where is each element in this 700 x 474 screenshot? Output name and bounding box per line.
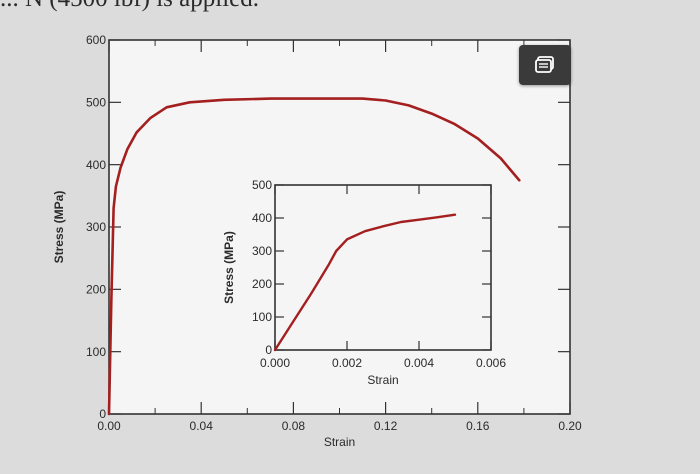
main-x-tick-label: 0.12 — [374, 419, 398, 433]
inset-y-tick-label: 100 — [252, 310, 272, 324]
inset-y-axis-label: Stress (MPa) — [222, 231, 236, 304]
main-y-tick-label: 200 — [86, 283, 106, 297]
inset-series-line — [273, 213, 457, 352]
main-x-tick-label: 0.08 — [282, 419, 306, 433]
problem-text: ... N (4500 lbf) is applied. — [0, 0, 259, 11]
inset-x-axis-label: Strain — [367, 373, 398, 387]
main-y-tick-label: 500 — [86, 96, 106, 110]
main-y-tick-label: 300 — [86, 220, 106, 234]
inset-y-tick-label: 300 — [252, 244, 272, 258]
main-x-tick-label: 0.00 — [97, 419, 121, 433]
main-y-tick-label: 100 — [86, 345, 106, 359]
main-x-tick-label: 0.20 — [558, 419, 582, 433]
inset-x-tick-label: 0.006 — [476, 356, 506, 370]
copy-button[interactable] — [519, 45, 571, 85]
main-y-tick-label: 400 — [86, 158, 106, 172]
inset-y-tick-label: 500 — [252, 178, 272, 192]
main-x-axis-label: Strain — [324, 435, 355, 449]
main-x-tick-label: 0.16 — [466, 419, 490, 433]
inset-x-tick-label: 0.004 — [404, 356, 434, 370]
inset-y-tick-label: 400 — [252, 211, 272, 225]
inset-x-tick-label: 0.002 — [332, 356, 362, 370]
inset-x-tick-label: 0.000 — [260, 356, 290, 370]
main-x-tick-label: 0.04 — [190, 419, 214, 433]
main-series-line — [107, 97, 521, 416]
main-y-tick-label: 600 — [86, 33, 106, 47]
copy-icon — [535, 56, 554, 73]
main-y-axis-label: Stress (MPa) — [52, 191, 66, 264]
inset-plot-frame — [274, 184, 492, 351]
inset-y-tick-label: 0 — [265, 343, 272, 357]
inset-y-tick-label: 200 — [252, 277, 272, 291]
main-y-tick-label: 0 — [99, 407, 106, 421]
